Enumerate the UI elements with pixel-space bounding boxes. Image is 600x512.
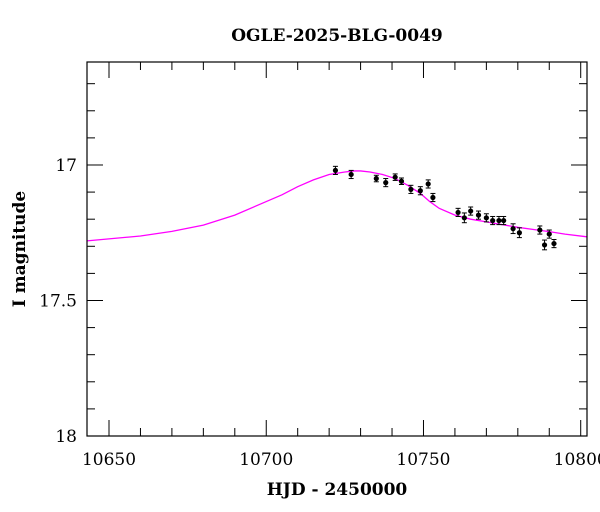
data-point-group (392, 173, 398, 181)
data-point (510, 226, 516, 232)
x-tick-label: 10750 (396, 450, 450, 470)
data-point (348, 171, 354, 178)
data-point (398, 178, 405, 184)
data-point-group (468, 206, 474, 216)
data-point (551, 240, 557, 247)
model-curve (86, 170, 588, 242)
data-point (475, 212, 482, 218)
plot-frame (86, 61, 588, 437)
y-tick-label: 17.5 (39, 291, 77, 311)
data-point (455, 209, 461, 216)
plot-area (86, 61, 588, 437)
x-tick-label: 10800 (554, 450, 600, 470)
data-point (490, 217, 496, 224)
data-point-group (417, 186, 423, 196)
data-point-group (510, 223, 516, 235)
y-tick-label: 17 (55, 156, 77, 176)
data-point-group (425, 179, 431, 189)
data-point-group (461, 212, 467, 224)
data-point (417, 188, 423, 194)
data-point (546, 231, 552, 237)
data-point-group (408, 184, 414, 194)
data-point (392, 174, 398, 180)
data-point-group (430, 192, 436, 203)
data-point (537, 227, 543, 233)
data-point-group (475, 210, 482, 220)
data-point-group (546, 229, 552, 239)
data-point-group (516, 227, 522, 239)
data-point (408, 186, 414, 192)
data-point-group (383, 178, 389, 188)
data-point-group (483, 213, 489, 223)
y-tick-label: 18 (55, 427, 77, 447)
data-point-group (332, 165, 339, 175)
data-point (383, 180, 389, 186)
x-axis-label: HJD - 2450000 (267, 480, 408, 500)
data-point (501, 217, 507, 224)
data-point-group (496, 215, 502, 226)
data-point (541, 242, 548, 248)
data-point (461, 215, 467, 221)
data-point (430, 194, 436, 201)
x-tick-label: 10700 (239, 450, 293, 470)
data-point-group (373, 174, 379, 183)
data-point-group (490, 215, 496, 226)
data-point-group (541, 239, 548, 251)
data-point (468, 208, 474, 214)
data-point-group (348, 169, 354, 180)
data-point (373, 175, 379, 182)
x-tick-label: 10650 (82, 450, 136, 470)
y-axis-label: I magnitude (10, 191, 30, 308)
data-point-group (551, 239, 557, 249)
data-point (483, 215, 489, 221)
data-point-group (501, 215, 507, 226)
data-point (332, 167, 339, 174)
data-point (496, 217, 502, 224)
chart-title: OGLE-2025-BLG-0049 (231, 26, 443, 46)
data-point-group (537, 225, 543, 235)
data-point (516, 230, 522, 236)
data-point-group (455, 207, 461, 217)
data-point (425, 181, 431, 187)
data-point-group (398, 177, 405, 185)
